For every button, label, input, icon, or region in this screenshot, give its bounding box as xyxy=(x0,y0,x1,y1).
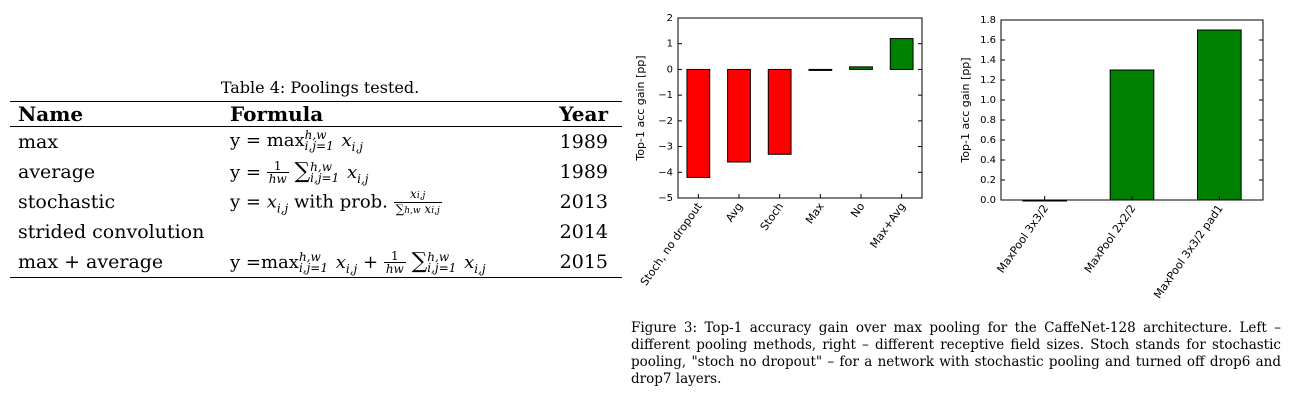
y-tick-label: −1 xyxy=(658,90,673,101)
row-name: max + average xyxy=(18,251,164,273)
x-tick-label: Stoch, no dropout xyxy=(638,200,705,288)
x-tick-label: MaxPool 2x2/2 xyxy=(1082,202,1139,275)
table-header-row: Name Formula Year xyxy=(10,101,622,127)
bar xyxy=(1109,69,1155,201)
plot-frame xyxy=(677,17,923,199)
row-name: strided convolution xyxy=(18,221,205,243)
poolings-table: Name Formula Year max y = maxh,w i,j=1 xi… xyxy=(10,101,622,278)
y-tick-label: 0 xyxy=(667,64,673,75)
y-axis-label: Top-1 acc gain [pp] xyxy=(634,55,647,161)
y-tick-label: −3 xyxy=(658,142,673,153)
y-axis-label: Top-1 acc gain [pp] xyxy=(959,57,972,163)
y-tick-label: 0.2 xyxy=(980,175,996,186)
formula-stochastic: y = xi,j with prob. xi,j ∑h,w xi,j xyxy=(230,186,442,216)
formula-max: y = maxh,w i,j=1 xi,j xyxy=(230,128,363,154)
poolings-table-block: Table 4: Poolings tested. Name Formula Y… xyxy=(10,78,622,278)
x-tick-label: Max xyxy=(803,200,827,226)
y-tick-label: 0.6 xyxy=(980,135,996,146)
y-tick-label: −4 xyxy=(658,167,673,178)
table-row: max + average y =maxh,w i,j=1 xi,j + 1 hw … xyxy=(10,247,622,278)
y-tick-label: 2 xyxy=(667,13,673,24)
row-year: 2013 xyxy=(559,191,608,213)
x-tick-label: MaxPool 3x3/2 xyxy=(994,202,1051,275)
row-name: max xyxy=(18,131,59,153)
row-year: 1989 xyxy=(559,131,608,153)
table-row: max y = maxh,w i,j=1 xi,j 1989 xyxy=(10,127,622,158)
table-row: stochastic y = xi,j with prob. xi,j ∑h,w … xyxy=(10,187,622,217)
header-name: Name xyxy=(18,102,84,126)
y-tick-label: 0.0 xyxy=(980,195,996,206)
y-tick-label: 0.4 xyxy=(980,155,996,166)
y-tick-label: 0.8 xyxy=(980,115,996,126)
table-row: average y = 1 hw ∑h,w i,j=1 xi,j 1989 xyxy=(10,157,622,187)
y-tick-label: 1.0 xyxy=(980,95,996,106)
bar xyxy=(849,66,873,70)
header-year: Year xyxy=(559,102,608,126)
bar xyxy=(767,68,792,155)
y-tick-label: 1.2 xyxy=(980,75,996,86)
figure-caption: Figure 3: Top-1 accuracy gain over max p… xyxy=(631,320,1281,387)
pooling-methods-chart: −5 −4 −3 −2 −1 0 1 2 Top-1 acc gain [pp] Stoch, n… xyxy=(634,13,923,288)
formula-empty xyxy=(222,217,550,247)
bar xyxy=(686,68,711,178)
row-name: stochastic xyxy=(18,191,116,213)
bar xyxy=(1022,199,1068,202)
row-year: 1989 xyxy=(559,161,608,183)
y-tick-label: 1.6 xyxy=(980,35,996,46)
formula-average: y = 1 hw ∑h,w i,j=1 xi,j xyxy=(230,158,369,186)
bar xyxy=(889,38,914,70)
x-tick-label: Avg xyxy=(723,200,745,224)
x-tick-label: Stoch xyxy=(758,200,786,233)
bar xyxy=(808,68,833,71)
table-row: strided convolution 2014 xyxy=(10,217,622,247)
formula-max-average: y =maxh,w i,j=1 xi,j + 1 hw ∑h,w i,j=1 xi,j xyxy=(230,248,486,276)
x-tick-label: No xyxy=(848,200,867,220)
y-tick-label: 1.4 xyxy=(980,55,996,66)
x-tick-label: Max+Avg xyxy=(867,200,908,250)
bar xyxy=(1197,29,1242,201)
table-caption: Table 4: Poolings tested. xyxy=(220,78,420,97)
row-year: 2014 xyxy=(559,221,608,243)
bar xyxy=(727,68,751,163)
x-tick-label: MaxPool 3x3/2 pad1 xyxy=(1151,202,1226,301)
row-name: average xyxy=(18,161,96,183)
y-tick-label: −2 xyxy=(658,116,673,127)
row-year: 2015 xyxy=(559,251,608,273)
y-tick-label: 1.8 xyxy=(980,15,996,26)
y-tick-label: −5 xyxy=(658,193,673,204)
y-tick-label: 1 xyxy=(667,39,673,50)
header-formula: Formula xyxy=(230,102,324,126)
receptive-field-chart: 0.0 0.2 0.4 0.6 0.8 1.0 1.2 1.4 1.6 1.8 Top-1 acc … xyxy=(959,15,1264,301)
